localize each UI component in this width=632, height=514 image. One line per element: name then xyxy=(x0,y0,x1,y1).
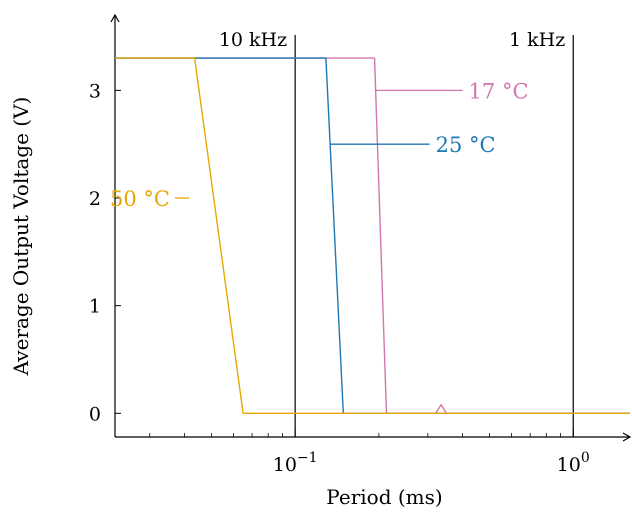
series-labels: 50 °C 25 °C 17 °C xyxy=(110,79,529,211)
y-tick-label: 2 xyxy=(89,188,101,210)
x-axis-arrow xyxy=(622,432,632,442)
series-label: 17 °C xyxy=(469,79,529,103)
vertical-markers: 10 kHz 1 kHz xyxy=(219,29,574,437)
x-tick-label: 100 xyxy=(557,450,590,476)
axes: 0 1 2 3 10−1 100 Period (ms) Average Output Vol… xyxy=(9,13,632,509)
series-line xyxy=(115,57,630,415)
marker-label: 1 kHz xyxy=(509,29,565,51)
y-tick-label: 0 xyxy=(89,403,101,425)
series-label: 25 °C xyxy=(436,133,496,157)
y-tick-label: 1 xyxy=(89,296,101,318)
series-lines xyxy=(115,57,630,415)
y-tick-label: 3 xyxy=(89,80,101,102)
y-axis-title: Average Output Voltage (V) xyxy=(9,97,33,377)
series-line xyxy=(115,57,630,415)
x-axis-title: Period (ms) xyxy=(326,485,442,509)
y-axis-arrow xyxy=(110,13,120,23)
x-tick-label: 10−1 xyxy=(273,450,318,476)
series-label: 50 °C xyxy=(110,187,170,211)
series-line xyxy=(115,57,630,415)
marker-label: 10 kHz xyxy=(219,29,287,51)
